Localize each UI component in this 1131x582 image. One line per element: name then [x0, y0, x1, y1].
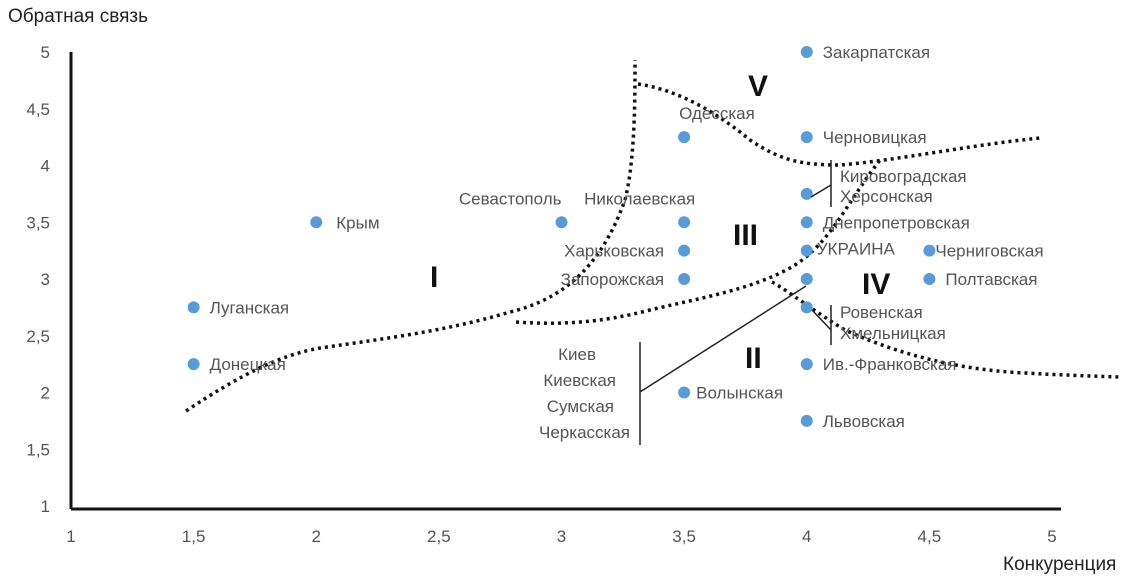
data-point [187, 358, 200, 371]
bracket-label-left-4: Черкасская [539, 423, 630, 442]
x-tick-label: 5 [1047, 527, 1056, 546]
data-point [800, 187, 813, 200]
zone-boundaries [185, 59, 1121, 413]
x-tick-label: 2 [312, 527, 321, 546]
point-label: Черновицкая [823, 128, 927, 147]
data-point [800, 414, 813, 427]
data-point [800, 273, 813, 285]
x-tick-label: 1 [66, 527, 75, 546]
data-point [678, 131, 691, 144]
data-point [678, 273, 691, 285]
x-tick-label: 3 [557, 527, 566, 546]
bracket-label-lower-2: Хмельницкая [840, 324, 946, 343]
bracket-left-diag [639, 285, 807, 393]
point-label: Днепропетровская [823, 213, 970, 232]
y-tick-label: 2 [41, 384, 50, 403]
x-tick-label: 4,5 [918, 527, 942, 546]
data-point [800, 46, 813, 58]
y-tick-label: 1,5 [26, 440, 50, 459]
zone-label-i: I [430, 261, 438, 294]
point-label: Крым [336, 213, 379, 232]
y-tick-label: 1 [41, 497, 50, 516]
data-point [800, 301, 813, 314]
x-tick-label: 3,5 [672, 527, 696, 546]
data-point [923, 273, 936, 285]
point-label: Волынская [696, 384, 783, 403]
point-label: Ив.-Франковская [823, 355, 957, 374]
zone-label-ii: II [745, 342, 762, 375]
zone-label-v: V [748, 70, 768, 103]
data-point [923, 244, 936, 257]
bracket-label-left-3: Сумская [547, 397, 614, 416]
boundary-curve-2 [637, 82, 1041, 167]
point-label: Закарпатская [823, 43, 930, 62]
y-axis-title: Обратная связь [8, 6, 148, 27]
x-tick-label: 2,5 [427, 527, 451, 546]
point-label: Николаевская [584, 189, 695, 208]
data-point [800, 244, 813, 257]
point-label: Львовская [823, 412, 905, 431]
y-tick-label: 3,5 [26, 213, 50, 232]
x-tick-label: 1,5 [182, 527, 206, 546]
bracket-lower-diag [811, 309, 832, 331]
data-point [310, 216, 323, 229]
point-label: Черниговская [935, 242, 1043, 261]
point-label: Полтавская [945, 270, 1037, 289]
bracket-label-left-1: Киев [558, 345, 596, 364]
x-axis-title: Конкуренция [1003, 554, 1117, 575]
x-tick-label: 4 [802, 527, 811, 546]
data-point [555, 216, 568, 229]
y-tick-label: 4 [41, 157, 50, 176]
point-label: Севастополь [459, 189, 562, 208]
bracket-lines [639, 160, 832, 445]
data-point [678, 216, 691, 229]
data-point [678, 244, 691, 257]
point-label: Одесская [679, 104, 755, 123]
y-tick-label: 2,5 [26, 327, 50, 346]
data-point [678, 386, 691, 399]
data-point [800, 216, 813, 229]
axes [69, 52, 1061, 511]
data-point [800, 358, 813, 371]
y-tick-label: 4,5 [26, 100, 50, 119]
y-tick-label: 5 [41, 43, 50, 62]
point-label: Запорожская [561, 270, 664, 289]
bracket-label-lower-1: Ровенская [840, 303, 923, 322]
point-label: Донецкая [210, 355, 286, 374]
bracket-label-left-2: Киевская [543, 371, 616, 390]
y-tick-label: 3 [41, 270, 50, 289]
bracket-label-upper-2: Херсонская [840, 187, 933, 206]
point-label: Луганская [210, 298, 290, 317]
point-label: Харьковская [564, 242, 664, 261]
bracket-upper-diag [810, 184, 832, 198]
bracket-label-upper-1: Кировоградская [840, 167, 967, 186]
zone-label-iii: III [733, 219, 758, 252]
zone-label-iv: IV [862, 268, 890, 301]
point-label: УКРАИНА [817, 240, 896, 259]
data-point [800, 131, 813, 144]
data-point [187, 301, 200, 314]
